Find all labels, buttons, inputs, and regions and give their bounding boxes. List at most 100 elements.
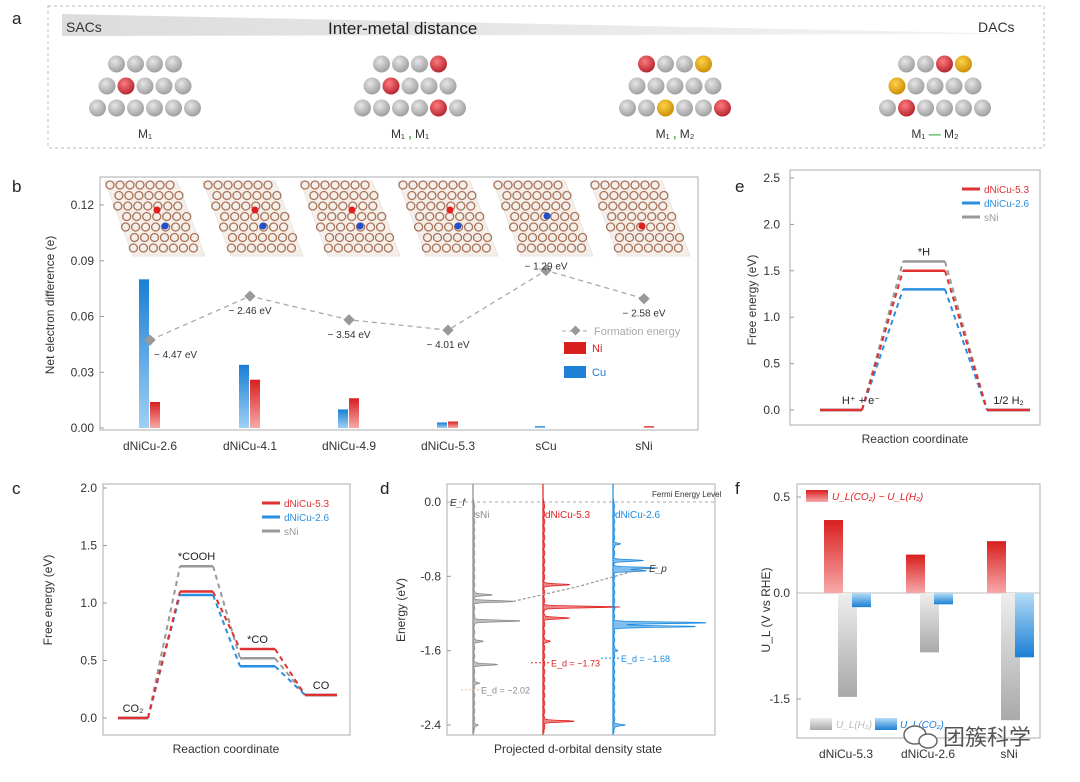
carbon-ring xyxy=(599,190,609,201)
carbon-ring xyxy=(246,243,257,253)
legend-swatch-ni xyxy=(564,342,586,354)
graphene-structure-inset xyxy=(299,180,401,257)
carbon-ring xyxy=(663,243,674,253)
carbon-ring xyxy=(340,180,350,190)
y-tick-label: 1.0 xyxy=(80,596,97,610)
carbon-ring xyxy=(277,232,288,243)
carbon-ring xyxy=(608,201,618,211)
legend-label: Ni xyxy=(592,343,602,355)
formation-energy-point xyxy=(638,293,650,305)
panel-label-b: b xyxy=(12,177,21,196)
carbon-ring xyxy=(227,232,238,243)
carbon-ring xyxy=(320,180,330,190)
x-tick-label: dNiCu-5.3 xyxy=(819,747,873,761)
carbon-ring xyxy=(180,222,191,232)
bar-cu xyxy=(338,409,348,428)
panel-f: f U_L (V vs RHE) 0.5 0.0 -1.5 dNiCu-5.3 dNiC… xyxy=(735,479,1041,761)
formation-energy-label: − 1.29 eV xyxy=(524,261,567,272)
carbon-ring xyxy=(620,180,630,190)
host-atom xyxy=(184,99,201,117)
carbon-ring xyxy=(287,232,298,243)
carbon-ring xyxy=(132,211,142,222)
host-atom xyxy=(666,77,684,95)
bar-ni xyxy=(448,421,458,428)
carbon-ring xyxy=(374,232,385,243)
carbon-ring xyxy=(383,243,394,253)
carbon-ring xyxy=(407,190,417,201)
metal-atom-m1 xyxy=(714,99,731,117)
x-tick-label: dNiCu-5.3 xyxy=(421,439,475,453)
carbon-ring xyxy=(576,243,587,253)
transition-line xyxy=(274,648,306,696)
carbon-ring xyxy=(120,222,131,232)
carbon-ring xyxy=(143,201,153,211)
carbon-ring xyxy=(271,201,281,211)
carbon-ring xyxy=(162,211,172,222)
carbon-ring xyxy=(349,190,359,201)
carbon-ring xyxy=(432,232,443,243)
carbon-ring xyxy=(154,190,164,201)
d-band-center-label: E_d = −1.73 xyxy=(551,659,600,669)
state-label: H⁺ + e⁻ xyxy=(842,395,880,407)
carbon-ring xyxy=(242,190,252,201)
carbon-ring xyxy=(330,180,340,190)
metal-atom-m1 xyxy=(936,55,953,73)
host-atom xyxy=(411,55,428,73)
carbon-ring xyxy=(364,232,375,243)
series-sni xyxy=(820,260,1030,412)
carbon-ring xyxy=(357,211,367,222)
carbon-ring xyxy=(128,243,139,253)
y-tick-label: -0.8 xyxy=(420,569,441,583)
config-caption: M₁ , M₁ xyxy=(391,127,429,141)
carbon-ring xyxy=(261,201,271,211)
carbon-ring xyxy=(503,180,513,190)
carbon-ring xyxy=(657,211,667,222)
host-atom xyxy=(926,77,944,95)
carbon-ring xyxy=(433,222,444,232)
formation-energy-point xyxy=(442,324,454,336)
y-tick-label: -2.4 xyxy=(420,718,441,732)
y-tick-label: 0.03 xyxy=(71,365,95,379)
ni-atom xyxy=(153,206,161,214)
caption-metal-a: M₁ xyxy=(138,127,152,141)
carbon-ring xyxy=(105,180,115,190)
state-label: CO xyxy=(313,680,330,692)
carbon-ring xyxy=(276,243,287,253)
carbon-ring xyxy=(188,243,199,253)
graphene-structure-inset xyxy=(492,180,594,257)
carbon-ring xyxy=(617,211,627,222)
carbon-ring xyxy=(413,222,424,232)
carbon-ring xyxy=(165,180,175,190)
carbon-ring xyxy=(416,201,426,211)
carbon-ring xyxy=(536,243,547,253)
host-atom xyxy=(108,55,125,73)
carbon-ring xyxy=(375,222,386,232)
carbon-ring xyxy=(653,243,664,253)
carbon-ring xyxy=(139,232,150,243)
atom-configurations: M₁ M₁ , M₁ M₁ , M₂ M₁ — M₂ xyxy=(89,55,991,141)
carbon-ring xyxy=(501,201,511,211)
formation-energy-label: − 3.54 eV xyxy=(327,330,370,341)
host-atom xyxy=(373,99,390,117)
caption-separator: , xyxy=(405,127,415,141)
legend: dNiCu-5.3 dNiCu-2.6 sNi xyxy=(262,499,329,538)
legend: dNiCu-5.3 dNiCu-2.6 sNi xyxy=(962,185,1029,224)
carbon-ring xyxy=(516,243,527,253)
y-tick-label: 0.0 xyxy=(773,586,790,600)
caption-metal-b: M₂ xyxy=(680,127,695,141)
carbon-ring xyxy=(658,201,668,211)
host-atom xyxy=(685,77,703,95)
carbon-ring xyxy=(140,222,151,232)
ni-atom xyxy=(446,206,454,214)
carbon-ring xyxy=(528,222,539,232)
carbon-ring xyxy=(633,243,644,253)
graphene-structure-inset xyxy=(104,180,206,257)
bar-ul-co2 xyxy=(852,593,871,608)
y-tick-label: 0.09 xyxy=(71,254,95,268)
series-dnicu-2-6 xyxy=(820,288,1030,412)
carbon-ring xyxy=(654,232,665,243)
watermark: 团簇科学 xyxy=(903,725,1031,750)
formation-energy-label: − 2.58 eV xyxy=(622,309,665,320)
carbon-ring xyxy=(425,211,435,222)
carbon-ring xyxy=(659,190,669,201)
